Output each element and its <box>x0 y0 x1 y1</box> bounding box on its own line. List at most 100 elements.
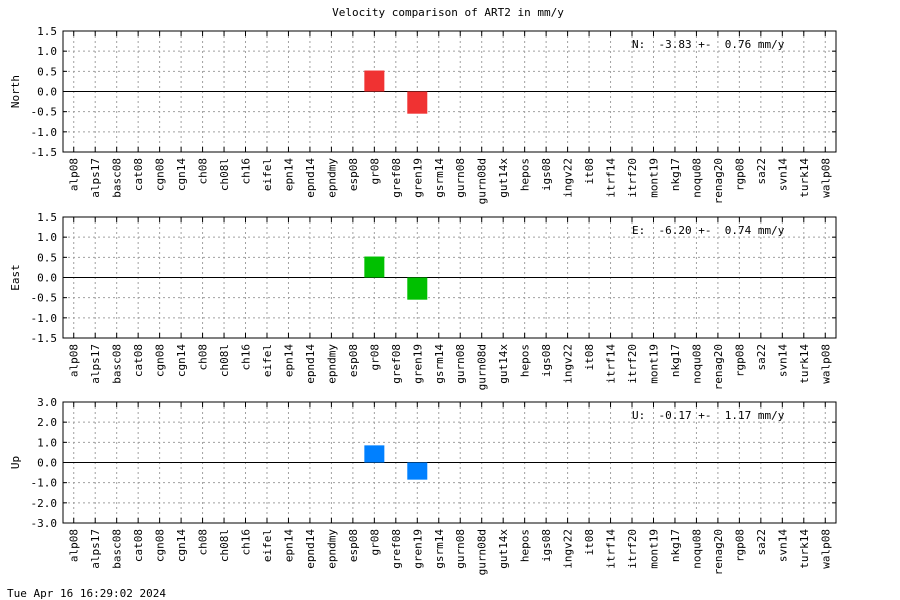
x-tick-label: turk14 <box>798 344 811 384</box>
x-tick-label: rgp08 <box>733 158 746 191</box>
x-tick-label: cat08 <box>132 344 145 377</box>
x-tick-label: esp08 <box>347 529 360 562</box>
x-tick-label: eifel <box>261 344 274 377</box>
x-tick-label: gsrm14 <box>433 344 446 384</box>
y-tick-label: -1.5 <box>31 332 58 345</box>
timestamp: Tue Apr 16 16:29:02 2024 <box>7 587 166 600</box>
x-tick-label: renag20 <box>712 158 725 204</box>
y-tick-label: 0.5 <box>37 65 57 78</box>
x-tick-label: eifel <box>261 529 274 562</box>
panel-up: 3.0 2.0 1.0 0.0 -1.0 -2.0 -3.0 alp08 alps17 basc0… <box>9 396 837 575</box>
x-tick-label: itrf14 <box>605 158 618 198</box>
x-tick-label: cgn08 <box>154 529 167 562</box>
bar-gren19 <box>407 91 428 114</box>
x-tick-label: noqu08 <box>690 344 703 384</box>
x-tick-label: epnd14 <box>304 158 317 198</box>
y-tick-label: 0.5 <box>37 251 57 264</box>
x-tick-label: turk14 <box>798 158 811 198</box>
y-tick-label: -1.0 <box>31 312 58 325</box>
bar-gren19 <box>407 462 428 480</box>
x-tick-label: gurn08d <box>476 529 489 575</box>
x-tick-label: noqu08 <box>690 158 703 198</box>
x-tick-label: hepos <box>519 529 532 562</box>
y-tick-label: -1.0 <box>31 126 58 139</box>
x-tick-label: gref08 <box>390 344 403 384</box>
x-tick-label: mont19 <box>647 344 660 384</box>
x-tick-label: ingv22 <box>562 158 575 198</box>
velocity-annotation: N: -3.83 +- 0.76 mm/y <box>632 38 785 51</box>
x-tick-label: igs08 <box>540 158 553 191</box>
x-tick-label: svn14 <box>776 344 789 377</box>
y-axis-label: North <box>9 75 22 108</box>
x-tick-label: epndmy <box>325 344 338 384</box>
x-tick-label: it08 <box>583 529 596 556</box>
x-tick-label: esp08 <box>347 158 360 191</box>
x-tick-label: turk14 <box>798 529 811 569</box>
x-tick-label: gurn08d <box>476 344 489 390</box>
x-tick-label: gurn08 <box>454 344 467 384</box>
x-tick-label: mont19 <box>647 158 660 198</box>
x-tick-label: epnd14 <box>304 344 317 384</box>
panel-north: 1.5 1.0 0.5 0.0 -0.5 -1.0 -1.5 alp08 alps17 basc0… <box>9 25 837 204</box>
x-tick-label: gref08 <box>390 529 403 569</box>
x-tick-label: rgp08 <box>733 529 746 562</box>
x-tick-label: epndmy <box>325 158 338 198</box>
x-tick-label: ingv22 <box>562 344 575 384</box>
x-tick-label: svn14 <box>776 529 789 562</box>
y-tick-label: 1.5 <box>37 211 57 224</box>
x-tick-label: itrf14 <box>605 529 618 569</box>
x-tick-label: alps17 <box>89 529 102 569</box>
x-tick-label: epn14 <box>282 158 295 191</box>
x-tick-label: igs08 <box>540 529 553 562</box>
x-tick-label: itrf20 <box>626 529 639 569</box>
x-tick-label: gr08 <box>368 158 381 185</box>
x-tick-label: cgn08 <box>154 158 167 191</box>
x-tick-label: svn14 <box>776 158 789 191</box>
x-tick-label: epnd14 <box>304 529 317 569</box>
panel-east: 1.5 1.0 0.5 0.0 -0.5 -1.0 -1.5 alp08 alps17 basc0… <box>9 211 837 390</box>
x-tick-label: sa22 <box>755 158 768 185</box>
y-tick-label: -1.0 <box>31 477 58 490</box>
velocity-annotation: U: -0.17 +- 1.17 mm/y <box>632 409 785 422</box>
x-tick-label: basc08 <box>111 158 124 198</box>
x-tick-label: gr08 <box>368 344 381 371</box>
y-tick-label: 1.0 <box>37 231 57 244</box>
x-tick-label: cgn14 <box>175 529 188 562</box>
y-tick-label: -3.0 <box>31 517 58 530</box>
velocity-annotation: E: -6.20 +- 0.74 mm/y <box>632 224 785 237</box>
x-tick-label: igs08 <box>540 344 553 377</box>
plot-frame <box>62 401 837 524</box>
x-tick-label: ch08 <box>197 529 210 556</box>
x-tick-label: gren19 <box>411 158 424 198</box>
x-tick-label: cat08 <box>132 529 145 562</box>
x-tick-label: epn14 <box>282 529 295 562</box>
x-tick-label: alp08 <box>68 529 81 562</box>
y-tick-label: -0.5 <box>31 292 58 305</box>
x-tick-label: sa22 <box>755 529 768 556</box>
x-tick-label: nkg17 <box>669 344 682 377</box>
x-tick-label: nkg17 <box>669 529 682 562</box>
x-tick-label: itrf20 <box>626 158 639 198</box>
x-tick-label: ch08l <box>218 529 231 562</box>
x-tick-label: epndmy <box>325 529 338 569</box>
y-axis-label: Up <box>9 456 22 469</box>
x-tick-label: gren19 <box>411 529 424 569</box>
x-tick-label: walp08 <box>819 158 832 198</box>
x-tick-label: it08 <box>583 344 596 371</box>
x-tick-label: ch08l <box>218 158 231 191</box>
plot-frame <box>62 30 837 153</box>
x-tick-label: cgn14 <box>175 158 188 191</box>
x-tick-label: it08 <box>583 158 596 185</box>
x-tick-label: gut14x <box>497 344 510 384</box>
x-tick-label: gurn08 <box>454 158 467 198</box>
y-tick-label: -0.5 <box>31 106 58 119</box>
x-tick-label: gsrm14 <box>433 158 446 198</box>
y-tick-label: 2.0 <box>37 416 57 429</box>
x-tick-label: ch16 <box>240 158 253 185</box>
x-tick-label: rgp08 <box>733 344 746 377</box>
x-tick-label: ch16 <box>240 344 253 371</box>
y-tick-label: 0.0 <box>37 272 57 285</box>
y-tick-label: -2.0 <box>31 497 58 510</box>
x-tick-label: gurn08 <box>454 529 467 569</box>
y-tick-label: 3.0 <box>37 396 57 409</box>
